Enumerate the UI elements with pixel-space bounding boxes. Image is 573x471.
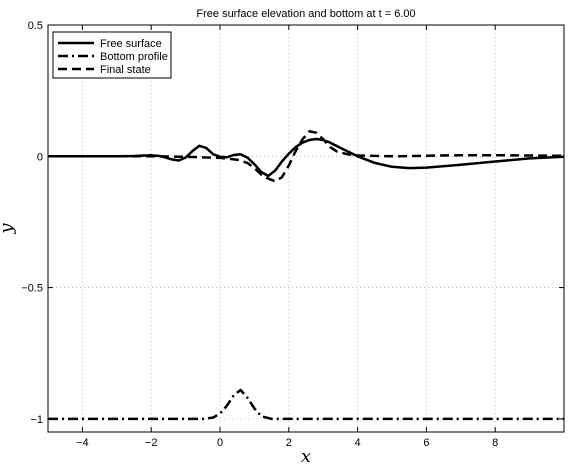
legend-label: Free surface	[100, 38, 162, 50]
series-line-free-surface	[48, 137, 565, 178]
y-tick-label: 0	[37, 151, 43, 163]
legend-label: Final state	[100, 64, 151, 76]
y-axis-label: y	[0, 223, 17, 235]
x-tick-label: 4	[355, 437, 361, 449]
series-line-bottom-profile	[48, 388, 564, 421]
x-tick-label: 6	[423, 437, 429, 449]
y-tick-label: −1	[30, 414, 43, 426]
x-tick-label: −2	[145, 437, 158, 449]
chart-title: Free surface elevation and bottom at t =…	[196, 8, 415, 20]
x-tick-label: 2	[286, 437, 292, 449]
x-tick-label: 8	[492, 437, 498, 449]
series-line-final-state	[48, 130, 565, 183]
y-tick-label: 0.5	[28, 20, 43, 32]
axes-frame	[47, 24, 565, 433]
ticks: −4 −2 0 2 4 6 8 0.5 0 −0.5 −1	[21, 20, 564, 449]
x-tick-label: 0	[217, 437, 223, 449]
legend-label: Bottom profile	[100, 51, 168, 63]
series-group	[48, 130, 565, 421]
x-tick-label: −4	[76, 437, 89, 449]
y-tick-label: −0.5	[21, 283, 43, 295]
x-axis-label: x	[301, 446, 311, 466]
